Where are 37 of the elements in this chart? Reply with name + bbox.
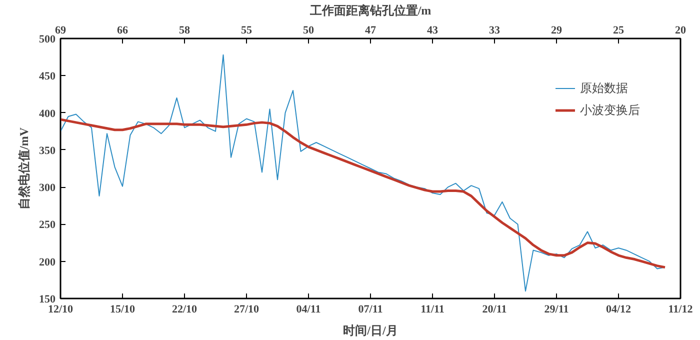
y-tick-label: 350 bbox=[39, 144, 56, 157]
y-tick-label: 450 bbox=[39, 70, 56, 83]
x-axis-title: 时间/日/月 bbox=[343, 324, 398, 338]
x-tick-label: 04/12 bbox=[606, 304, 632, 316]
text: 58 bbox=[179, 24, 190, 36]
x2-axis-title: 工作面距离钻孔位置/m bbox=[308, 4, 432, 18]
x-tick-label: 29/11 bbox=[544, 304, 569, 316]
x-tick-label: 04/11 bbox=[296, 304, 321, 316]
text: 55 bbox=[241, 24, 252, 36]
x-tick-label: 15/10 bbox=[110, 304, 136, 316]
y-tick-label: 200 bbox=[39, 256, 56, 268]
text: 20 bbox=[675, 24, 686, 36]
y-tick-label: 400 bbox=[39, 108, 56, 120]
text: 43 bbox=[427, 24, 438, 36]
text: 47 bbox=[365, 24, 376, 36]
x-tick-label: 27/10 bbox=[234, 304, 260, 316]
text: 50 bbox=[303, 24, 314, 36]
x-tick-label: 22/10 bbox=[172, 304, 198, 316]
x-tick-label: 12/10 bbox=[48, 304, 74, 316]
y-tick-label: 250 bbox=[39, 219, 56, 232]
legend-label: 小波变换后 bbox=[580, 102, 640, 118]
y-tick-label: 150 bbox=[39, 294, 56, 306]
legend-label: 原始数据 bbox=[580, 80, 628, 96]
x-tick-label: 20/11 bbox=[482, 304, 507, 316]
text: 33 bbox=[489, 24, 500, 36]
line-series bbox=[60, 54, 666, 292]
line-series bbox=[60, 118, 666, 269]
text: 66 bbox=[117, 24, 128, 36]
text: 29 bbox=[551, 24, 562, 36]
y-tick-label: 300 bbox=[39, 182, 56, 194]
text: 69 bbox=[55, 24, 66, 36]
y-tick-label: 500 bbox=[39, 34, 56, 46]
y-axis-title: 自然电位值/mV bbox=[17, 127, 31, 210]
text: 25 bbox=[613, 24, 624, 36]
x-tick-label: 11/12 bbox=[668, 304, 694, 316]
x-tick-label: 07/11 bbox=[358, 304, 383, 316]
x-tick-label: 11/11 bbox=[420, 304, 444, 316]
